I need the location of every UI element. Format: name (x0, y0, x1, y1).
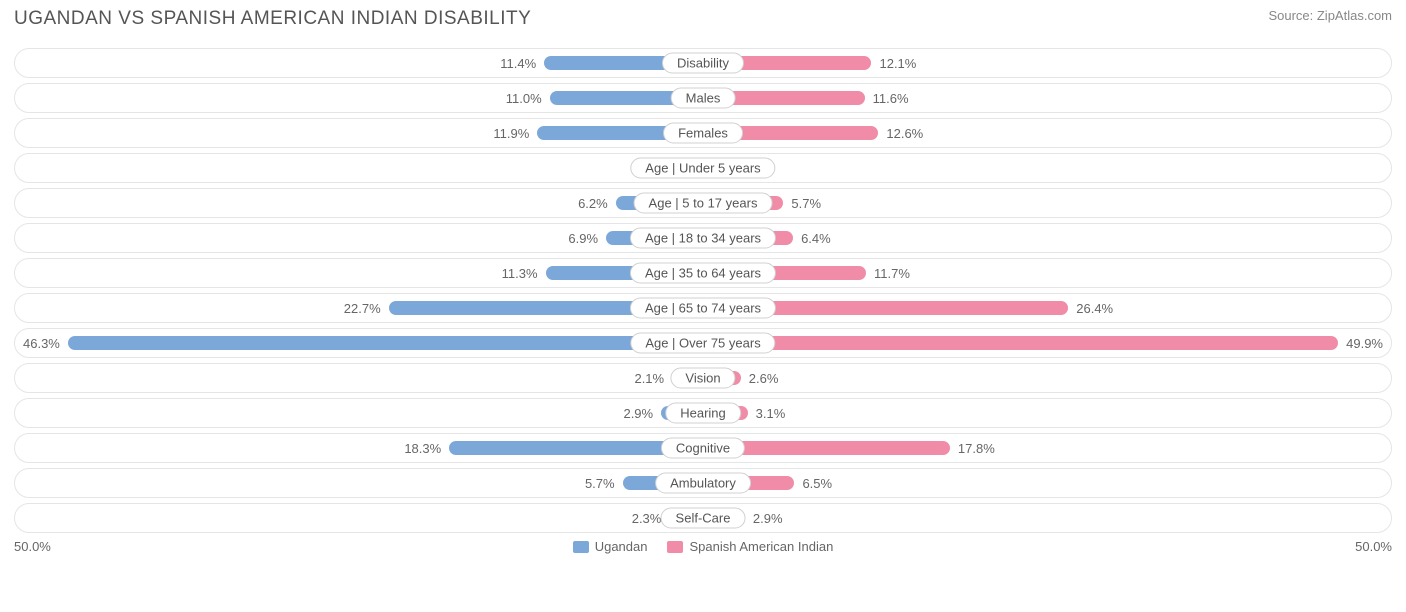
right-half: 6.4% (703, 224, 1391, 252)
left-half: 5.7% (15, 469, 703, 497)
right-half: 17.8% (703, 434, 1391, 462)
right-value: 11.7% (866, 266, 918, 281)
category-label: Hearing (665, 403, 741, 424)
right-half: 11.7% (703, 259, 1391, 287)
left-value: 2.1% (626, 371, 672, 386)
bar-row: 2.3% 2.9%Self-Care (14, 503, 1392, 533)
legend: Ugandan Spanish American Indian (573, 539, 834, 554)
axis-max-left: 50.0% (14, 539, 51, 554)
right-value: 49.9% (1338, 336, 1391, 351)
category-label: Age | 18 to 34 years (630, 228, 776, 249)
header: UGANDAN VS SPANISH AMERICAN INDIAN DISAB… (14, 8, 1392, 30)
left-half: 46.3% (15, 329, 703, 357)
category-label: Age | 5 to 17 years (634, 193, 773, 214)
right-half: 49.9% (703, 329, 1391, 357)
left-value: 6.2% (570, 196, 616, 211)
axis-max-right: 50.0% (1355, 539, 1392, 554)
right-bar (705, 336, 1338, 350)
category-label: Age | Over 75 years (630, 333, 775, 354)
left-half: 11.9% (15, 119, 703, 147)
right-value: 12.6% (878, 126, 931, 141)
left-half: 2.1% (15, 364, 703, 392)
category-label: Ambulatory (655, 473, 751, 494)
right-half: 2.9% (703, 504, 1391, 532)
legend-item: Spanish American Indian (667, 539, 833, 554)
left-value: 6.9% (560, 231, 606, 246)
source-label: Source: ZipAtlas.com (1268, 8, 1392, 23)
bar-row: 18.3% 17.8% Cognitive (14, 433, 1392, 463)
right-value: 6.4% (793, 231, 839, 246)
bar-row: 6.2% 5.7% Age | 5 to 17 years (14, 188, 1392, 218)
bar-row: 11.9% 12.6% Females (14, 118, 1392, 148)
right-value: 2.6% (741, 371, 787, 386)
left-value: 22.7% (336, 301, 389, 316)
legend-swatch (667, 541, 683, 553)
right-value: 6.5% (794, 476, 840, 491)
left-half: 11.0% (15, 84, 703, 112)
left-half: 11.3% (15, 259, 703, 287)
chart-footer: 50.0% Ugandan Spanish American Indian 50.… (14, 539, 1392, 554)
left-value: 5.7% (577, 476, 623, 491)
left-value: 11.3% (494, 266, 546, 281)
bar-row: 22.7% 26.4% Age | 65 to 74 years (14, 293, 1392, 323)
right-half: 11.6% (703, 84, 1391, 112)
bar-row: 46.3% 49.9% Age | Over 75 years (14, 328, 1392, 358)
bar-row: 5.7% 6.5% Ambulatory (14, 468, 1392, 498)
right-value: 11.6% (865, 91, 917, 106)
left-half: 6.9% (15, 224, 703, 252)
right-half: 12.6% (703, 119, 1391, 147)
bar-row: 2.9% 3.1% Hearing (14, 398, 1392, 428)
right-value: 26.4% (1068, 301, 1121, 316)
category-label: Vision (670, 368, 735, 389)
legend-swatch (573, 541, 589, 553)
category-label: Age | 35 to 64 years (630, 263, 776, 284)
category-label: Disability (662, 53, 744, 74)
right-half: 1.3% (703, 154, 1391, 182)
bar-row: 11.3% 11.7% Age | 35 to 64 years (14, 258, 1392, 288)
category-label: Age | Under 5 years (630, 158, 775, 179)
bar-row: 1.1%1.3%Age | Under 5 years (14, 153, 1392, 183)
right-half: 5.7% (703, 189, 1391, 217)
left-value: 18.3% (396, 441, 449, 456)
left-half: 6.2% (15, 189, 703, 217)
left-value: 46.3% (15, 336, 68, 351)
chart-title: UGANDAN VS SPANISH AMERICAN INDIAN DISAB… (14, 8, 531, 30)
right-half: 6.5% (703, 469, 1391, 497)
left-value: 11.4% (492, 56, 544, 71)
right-value: 12.1% (871, 56, 924, 71)
right-half: 26.4% (703, 294, 1391, 322)
right-value: 17.8% (950, 441, 1003, 456)
category-label: Self-Care (661, 508, 746, 529)
legend-label: Spanish American Indian (689, 539, 833, 554)
left-half: 2.3% (15, 504, 703, 532)
right-value: 5.7% (783, 196, 829, 211)
left-half: 1.1% (15, 154, 703, 182)
legend-label: Ugandan (595, 539, 648, 554)
left-value: 11.0% (498, 91, 550, 106)
right-half: 12.1% (703, 49, 1391, 77)
left-value: 11.9% (485, 126, 537, 141)
left-value: 2.9% (615, 406, 661, 421)
left-half: 18.3% (15, 434, 703, 462)
diverging-bar-chart: 11.4% 12.1% Disability 11.0% 11.6% Males 11.9%… (14, 48, 1392, 533)
category-label: Cognitive (661, 438, 745, 459)
category-label: Females (663, 123, 743, 144)
legend-item: Ugandan (573, 539, 648, 554)
category-label: Males (671, 88, 736, 109)
right-half: 2.6% (703, 364, 1391, 392)
bar-row: 11.4% 12.1% Disability (14, 48, 1392, 78)
right-value: 2.9% (745, 511, 791, 526)
left-half: 2.9% (15, 399, 703, 427)
left-half: 22.7% (15, 294, 703, 322)
bar-row: 11.0% 11.6% Males (14, 83, 1392, 113)
left-bar (68, 336, 701, 350)
bar-row: 2.1% 2.6% Vision (14, 363, 1392, 393)
bar-row: 6.9% 6.4% Age | 18 to 34 years (14, 223, 1392, 253)
category-label: Age | 65 to 74 years (630, 298, 776, 319)
right-value: 3.1% (748, 406, 794, 421)
right-half: 3.1% (703, 399, 1391, 427)
left-half: 11.4% (15, 49, 703, 77)
